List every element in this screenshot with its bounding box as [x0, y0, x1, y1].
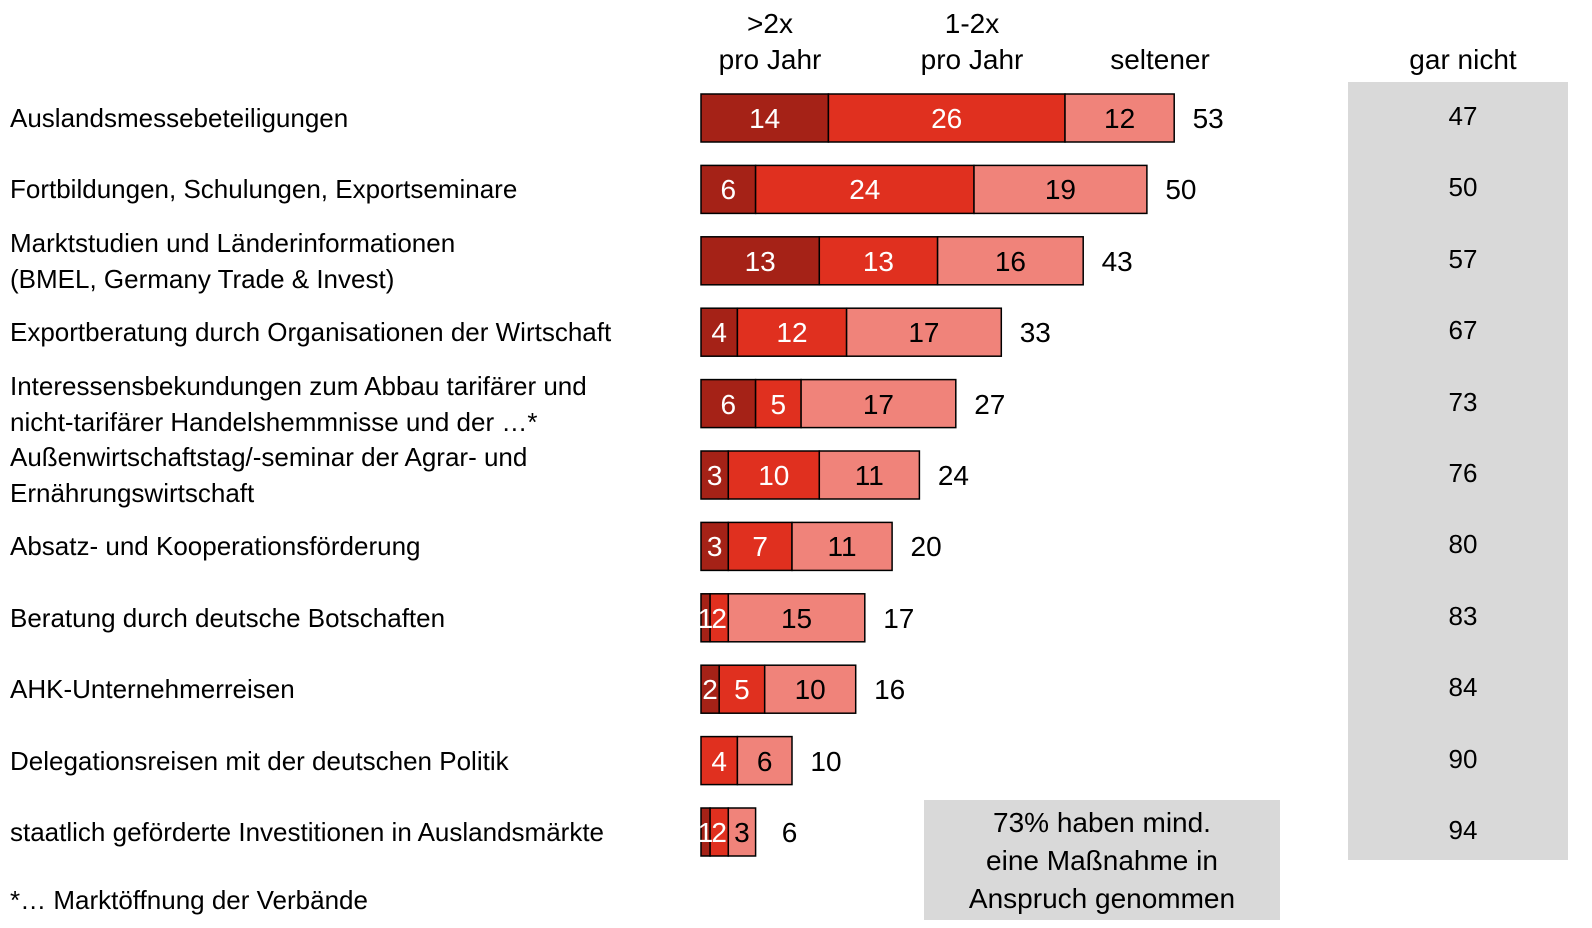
not-at-all-value: 50: [1448, 172, 1478, 203]
bar-segment: [700, 236, 821, 286]
segment-label: 17: [908, 317, 940, 349]
bar-segment: [800, 378, 957, 429]
segment-label: 1: [697, 602, 714, 634]
segment-label: 6: [720, 174, 737, 206]
bar-segment: [818, 450, 921, 500]
total-label: 27: [974, 388, 1006, 420]
row-label: Exportberatung durch Organisationen der …: [10, 317, 612, 348]
total-label: 53: [1192, 103, 1224, 134]
bar-segment: [736, 735, 793, 786]
segment-label: 3: [734, 817, 750, 848]
bar-segment: [791, 521, 893, 572]
bar-segment: [727, 807, 757, 857]
total-label: 17: [883, 602, 915, 634]
not-at-all-value: 73: [1448, 386, 1478, 417]
segment-label: 5: [734, 674, 750, 706]
bar-segment: [727, 450, 821, 500]
total-label: 10: [810, 745, 842, 777]
segment-label: 7: [752, 531, 768, 563]
row-label: Delegationsreisen mit der deutschen Poli…: [10, 745, 509, 776]
total-label: 6: [781, 817, 798, 848]
not-at-all-value: 47: [1448, 101, 1478, 131]
bar-segment: [700, 164, 757, 215]
series-header: 1-2x pro Jahr: [920, 8, 1024, 75]
row-label: Fortbildungen, Schulungen, Exportseminar…: [10, 174, 518, 205]
row-label: Auslandsmessebeteiligungen: [10, 103, 349, 133]
bar-segment: [754, 378, 802, 429]
segment-label: 10: [794, 674, 826, 706]
bar-segment: [736, 307, 848, 357]
segment-label: 4: [711, 317, 727, 349]
segment-label: 2: [711, 602, 727, 634]
row-label: Marktstudien und Länderinformationen (BM…: [10, 227, 456, 294]
segment-label: 24: [849, 174, 881, 206]
bar-segment: [818, 236, 939, 286]
segment-label: 5: [770, 388, 787, 420]
segment-label: 1: [697, 817, 714, 848]
segment-label: 4: [711, 745, 727, 777]
not-at-all-header: gar nicht: [1409, 44, 1517, 75]
not-at-all-panel: [1348, 82, 1568, 860]
series-header: seltener: [1110, 44, 1210, 75]
segment-label: 19: [1044, 174, 1077, 206]
bar-segment: [700, 307, 739, 357]
row-label: Absatz- und Kooperationsförderung: [10, 531, 421, 562]
total-label: 43: [1101, 245, 1133, 277]
segment-label: 16: [994, 245, 1026, 277]
bar-segment: [973, 164, 1148, 215]
segment-label: 2: [711, 817, 727, 848]
bar-segment: [727, 593, 866, 643]
not-at-all-value: 94: [1448, 815, 1478, 845]
segment-label: 13: [744, 245, 776, 277]
row-label: staatlich geförderte Investitionen in Au…: [10, 817, 605, 847]
bar-segment: [718, 664, 766, 714]
segment-label: 3: [706, 460, 723, 491]
segment-label: 10: [758, 460, 790, 491]
bar-segment: [700, 93, 830, 143]
total-label: 24: [937, 460, 969, 491]
segment-label: 15: [780, 602, 813, 634]
not-at-all-value: 67: [1448, 315, 1478, 346]
segment-label: 14: [749, 103, 781, 134]
row-label: AHK-Unternehmerreisen: [10, 674, 295, 705]
segment-label: 6: [756, 745, 773, 777]
segment-label: 3: [706, 531, 723, 563]
total-label: 16: [874, 674, 906, 706]
bar-segment: [763, 664, 857, 714]
total-label: 20: [910, 531, 942, 563]
row-label: Außenwirtschaftstag/-seminar der Agrar- …: [10, 442, 528, 508]
bar-segment: [1064, 93, 1175, 143]
bar-segment: [754, 164, 975, 215]
not-at-all-value: 84: [1448, 672, 1478, 703]
segment-label: 11: [854, 460, 884, 491]
total-label: 33: [1019, 317, 1051, 349]
not-at-all-value: 57: [1448, 243, 1478, 274]
footnote: *… Marktöffnung der Verbände: [10, 885, 368, 915]
annotation-box: [924, 800, 1280, 920]
bar-segment: [700, 378, 757, 429]
not-at-all-value: 90: [1448, 743, 1478, 774]
not-at-all-value: 80: [1448, 529, 1478, 560]
row-label: Beratung durch deutsche Botschaften: [10, 602, 446, 633]
row-label: Interessensbekundungen zum Abbau tarifär…: [10, 370, 587, 437]
segment-label: 12: [776, 317, 808, 349]
bar-segment: [845, 307, 1003, 357]
segment-label: 2: [702, 674, 718, 706]
series-header: >2x pro Jahr: [718, 8, 822, 75]
segment-label: 11: [827, 531, 857, 563]
not-at-all-value: 76: [1448, 458, 1478, 488]
segment-label: 13: [862, 245, 895, 277]
segment-label: 6: [720, 388, 737, 420]
bar-segment: [936, 236, 1084, 286]
segment-label: 17: [862, 388, 895, 420]
not-at-all-value: 83: [1448, 600, 1478, 631]
segment-label: 12: [1104, 103, 1136, 134]
total-label: 50: [1165, 174, 1197, 206]
segment-label: 26: [931, 103, 963, 134]
annotation: 73% haben mind. eine Maßnahme in Anspruc…: [968, 807, 1236, 914]
